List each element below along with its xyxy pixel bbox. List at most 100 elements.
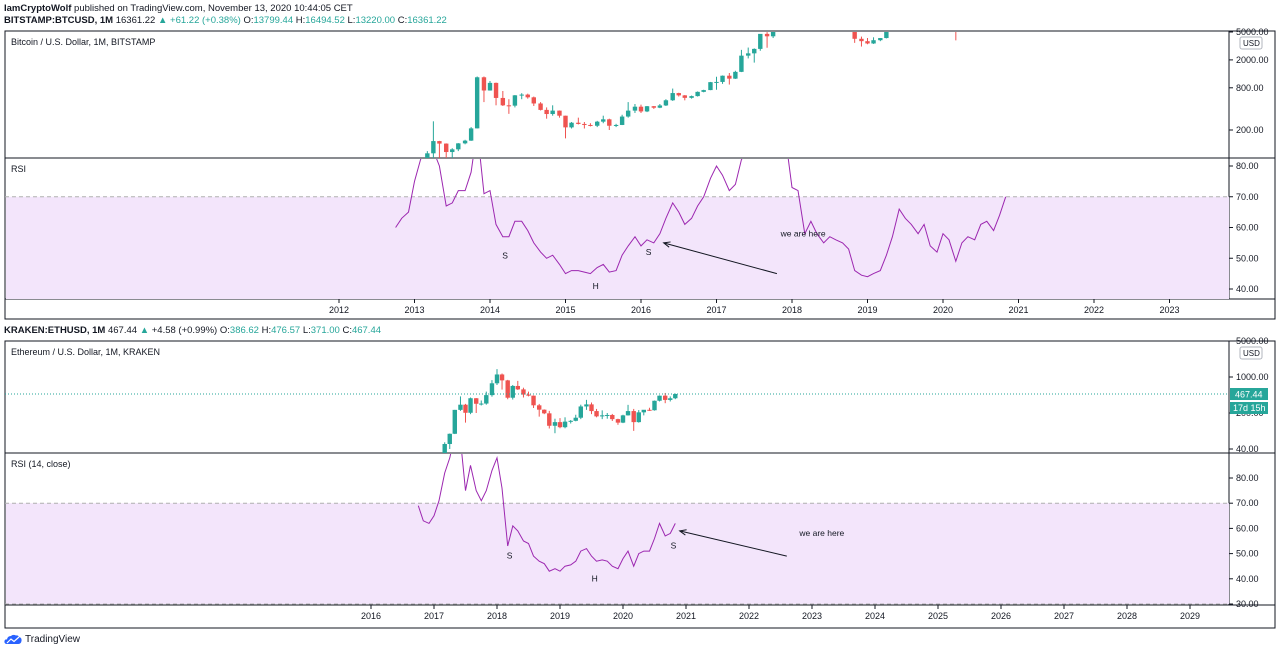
btc-candle-body	[462, 140, 468, 144]
btc-candle-body	[670, 93, 675, 101]
btc-candle-body	[865, 41, 870, 44]
eth-rsi-tick-label: 80.00	[1236, 473, 1259, 483]
eth-last-price-badge-label: 467.44	[1235, 390, 1263, 400]
eth-annotation-label: S	[671, 541, 677, 551]
btc-candle-body	[935, 19, 939, 20]
btc-annotation-label: S	[502, 250, 508, 260]
btc-open-label: O:	[243, 15, 254, 26]
eth-x-tick-label: 2021	[676, 611, 696, 621]
btc-candle-body	[790, 1, 794, 10]
btc-price-title: Bitcoin / U.S. Dollar, 1M, BITSTAMP	[11, 37, 155, 47]
btc-candle-body	[979, 7, 983, 14]
eth-x-tick-label: 2018	[487, 611, 507, 621]
eth-candle-body	[673, 394, 678, 399]
btc-candle-body	[890, 15, 894, 30]
eth-rsi-line	[417, 454, 676, 572]
eth-price-tick-label: 1000.00	[1236, 372, 1269, 382]
btc-candle-body	[966, 13, 970, 16]
btc-candle-body	[431, 141, 436, 154]
author-name[interactable]: IamCryptoWolf	[4, 3, 72, 14]
btc-candle-body	[651, 106, 657, 108]
btc-close-label: C:	[397, 15, 408, 26]
btc-change: +61.22 (+0.38%)	[170, 15, 241, 26]
btc-candle-body	[638, 106, 644, 112]
btc-price-tick-label: 2000.00	[1236, 55, 1269, 65]
btc-candle-body	[607, 119, 612, 126]
btc-candle-body	[663, 100, 669, 106]
btc-candle-body	[644, 106, 650, 112]
btc-x-tick-label: 2015	[555, 305, 575, 315]
eth-candle-body	[531, 395, 536, 406]
btc-low: 13220.00	[355, 15, 396, 26]
eth-x-tick-label: 2024	[865, 611, 885, 621]
btc-candle-body	[720, 75, 725, 82]
btc-candle-body	[746, 53, 751, 56]
eth-candle-body	[526, 394, 531, 396]
btc-x-tick-label: 2013	[404, 305, 424, 315]
eth-candle-body	[463, 404, 468, 413]
btc-rsi-tick-label: 70.00	[1236, 192, 1259, 202]
btc-price-tick-label: 800.00	[1236, 83, 1264, 93]
eth-x-tick-label: 2016	[361, 611, 381, 621]
btc-candle-body	[519, 94, 524, 96]
btc-candle-body	[576, 122, 581, 124]
btc-candle-body	[444, 143, 449, 153]
btc-candle-body	[909, 11, 913, 13]
eth-rsi-title: RSI (14, close)	[11, 459, 71, 469]
btc-candle-body	[739, 55, 744, 72]
btc-x-tick-label: 2014	[480, 305, 500, 315]
eth-candle-body	[421, 478, 425, 484]
eth-candle-body	[589, 404, 594, 412]
btc-candle-body	[619, 116, 625, 125]
btc-candle-body	[450, 149, 455, 153]
eth-countdown-label: 17d 15h	[1233, 403, 1266, 413]
tradingview-logo[interactable]: TradingView	[4, 634, 80, 645]
btc-candle-body	[563, 115, 568, 128]
eth-candle-body	[647, 409, 652, 411]
eth-candle-body	[663, 395, 668, 400]
btc-candle-body	[960, 15, 964, 24]
eth-annotation-label: H	[592, 573, 598, 583]
btc-candle-body	[834, 19, 838, 22]
eth-candle-body	[515, 385, 520, 390]
eth-candle-body	[584, 404, 589, 407]
btc-candle-body	[1003, 0, 1007, 1]
btc-x-tick-label: 2019	[857, 305, 877, 315]
btc-annotation-label: S	[646, 247, 652, 257]
btc-candle-body	[947, 13, 951, 16]
eth-candle-body	[442, 444, 447, 453]
eth-x-tick-label: 2023	[802, 611, 822, 621]
btc-candle-body	[991, 6, 995, 8]
publish-info: IamCryptoWolf published on TradingView.c…	[4, 3, 353, 14]
btc-symbol[interactable]: BITSTAMP:BTCUSD, 1M	[4, 15, 114, 26]
up-triangle-icon: ▲	[157, 15, 168, 26]
btc-candle-body	[468, 128, 474, 141]
btc-candle-body	[506, 105, 512, 107]
tradingview-cloud-icon	[4, 634, 22, 644]
btc-x-tick-label: 2020	[933, 305, 953, 315]
btc-price-tick-label: 5000.00	[1236, 27, 1269, 37]
eth-candle-body	[562, 421, 568, 428]
eth-candles	[421, 369, 678, 484]
eth-x-tick-label: 2028	[1117, 611, 1137, 621]
eth-symbol[interactable]: KRAKEN:ETHUSD, 1M	[4, 325, 106, 336]
btc-candle-body	[657, 105, 663, 108]
eth-candle-body	[494, 374, 500, 384]
eth-candle-body	[600, 415, 605, 417]
btc-candle-body	[632, 106, 638, 111]
btc-candle-body	[569, 122, 574, 128]
eth-candle-body	[547, 413, 552, 426]
btc-candle-body	[727, 75, 732, 79]
btc-rsi-band	[6, 196, 1229, 299]
eth-candle-body	[657, 395, 662, 401]
eth-candle-body	[458, 404, 463, 410]
eth-currency-badge	[1239, 346, 1263, 360]
btc-annotation-label: we are here	[780, 229, 826, 239]
btc-candle-body	[474, 77, 480, 129]
btc-x-tick-label: 2021	[1008, 305, 1028, 315]
eth-last-price: 467.44	[107, 325, 138, 336]
btc-candle-body	[954, 16, 958, 25]
btc-rsi-tick-label: 50.00	[1236, 253, 1259, 263]
btc-candle-body	[714, 81, 719, 83]
